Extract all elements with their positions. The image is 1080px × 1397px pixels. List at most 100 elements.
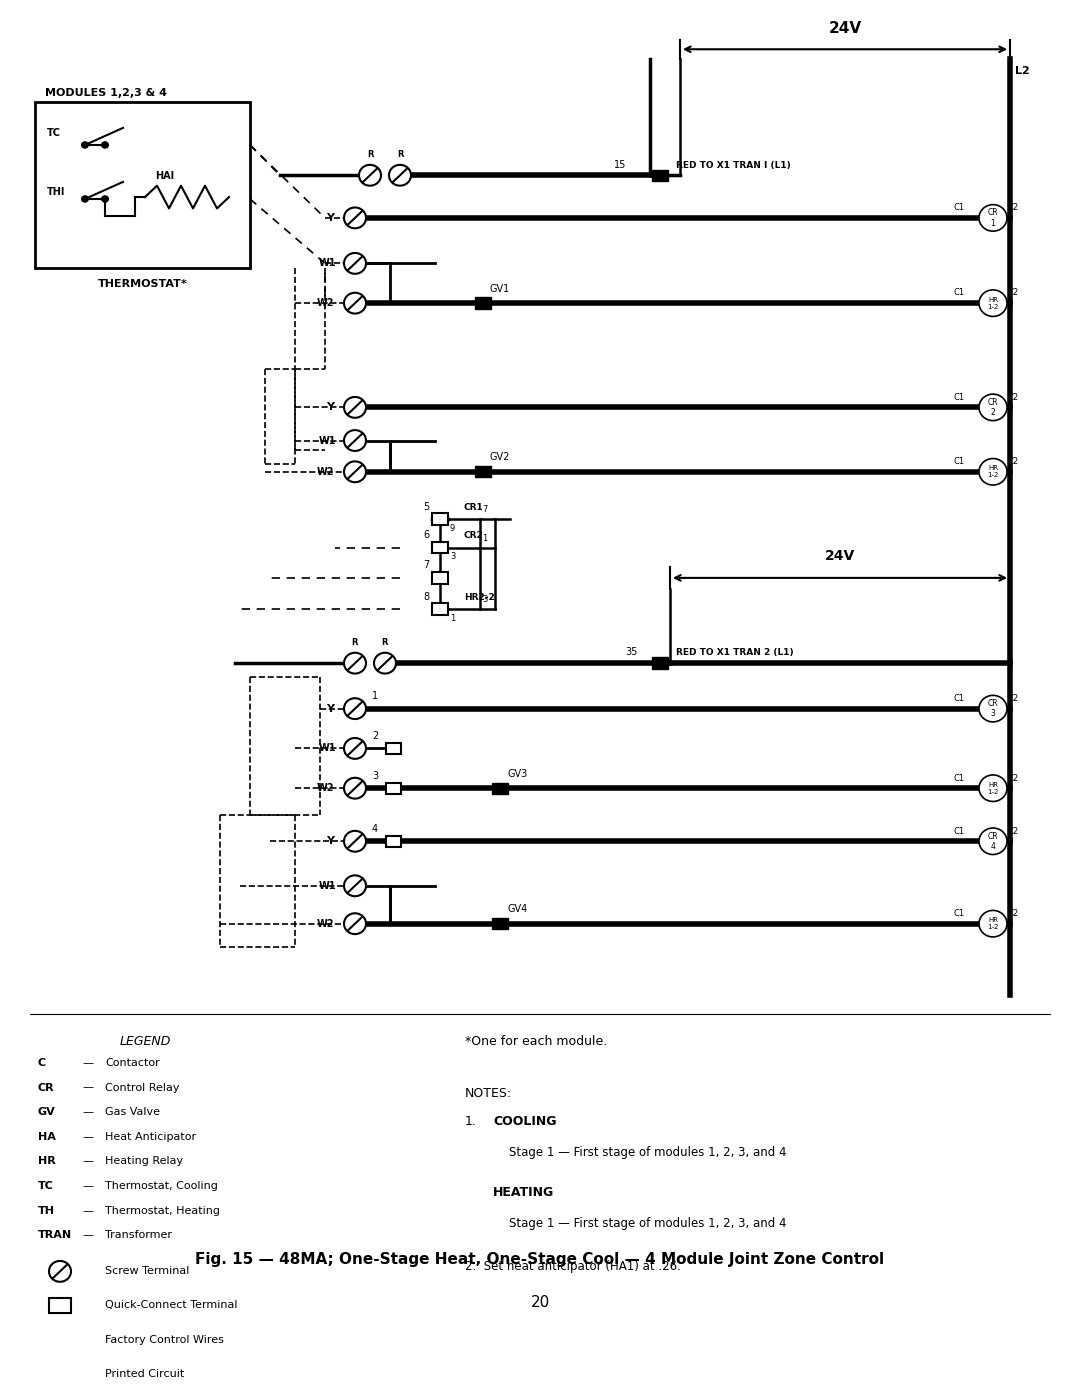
Text: —: — [82, 1132, 94, 1141]
Bar [475, 298, 491, 309]
Text: TH: TH [38, 1206, 55, 1215]
Text: W1: W1 [319, 880, 336, 891]
Text: Thermostat, Cooling: Thermostat, Cooling [105, 1180, 218, 1192]
Text: GV1: GV1 [490, 284, 510, 293]
Text: C1: C1 [954, 694, 966, 703]
Text: GV2: GV2 [490, 453, 511, 462]
Text: CR
4: CR 4 [988, 831, 998, 851]
Text: —: — [82, 1058, 94, 1067]
Circle shape [978, 775, 1007, 802]
Text: LEGEND: LEGEND [119, 1035, 171, 1048]
Text: 35: 35 [625, 647, 638, 658]
Text: THI: THI [48, 187, 66, 197]
Text: 9: 9 [450, 524, 456, 532]
Text: HR
1-2: HR 1-2 [987, 782, 999, 795]
Circle shape [978, 204, 1007, 231]
Text: Stage 1 — First stage of modules 1, 2, 3, and 4: Stage 1 — First stage of modules 1, 2, 3… [509, 1217, 786, 1231]
Text: Quick-Connect Terminal: Quick-Connect Terminal [105, 1301, 238, 1310]
Text: NOTES:: NOTES: [465, 1087, 512, 1099]
Text: 7: 7 [423, 560, 429, 570]
Text: W1: W1 [319, 436, 336, 446]
Text: C1: C1 [954, 203, 966, 212]
Bar [386, 835, 401, 847]
Circle shape [102, 141, 109, 148]
Circle shape [345, 738, 366, 759]
Bar [652, 658, 669, 669]
Circle shape [978, 828, 1007, 855]
Text: HR
1-2: HR 1-2 [987, 465, 999, 478]
Text: 15: 15 [613, 159, 626, 169]
Text: C1: C1 [954, 774, 966, 782]
Text: COOLING: COOLING [492, 1115, 556, 1127]
Text: R: R [396, 149, 403, 159]
Circle shape [345, 831, 366, 852]
Text: 8: 8 [423, 591, 429, 602]
Bar [432, 542, 448, 553]
Text: CR
1: CR 1 [988, 208, 998, 228]
Text: CR
3: CR 3 [988, 698, 998, 718]
Text: 24V: 24V [825, 549, 855, 563]
Text: C2: C2 [1008, 694, 1020, 703]
Text: 24V: 24V [828, 21, 862, 36]
Bar [475, 467, 491, 478]
Circle shape [978, 291, 1007, 316]
Text: W2: W2 [316, 467, 334, 476]
Circle shape [978, 911, 1007, 937]
Text: W1: W1 [319, 743, 336, 753]
Text: 7: 7 [482, 506, 487, 514]
Text: W2: W2 [316, 919, 334, 929]
Circle shape [345, 778, 366, 799]
Text: Screw Terminal: Screw Terminal [105, 1266, 189, 1277]
Circle shape [345, 397, 366, 418]
Bar [492, 782, 508, 793]
Circle shape [389, 165, 411, 186]
Text: —: — [82, 1108, 94, 1118]
Text: —: — [82, 1231, 94, 1241]
Text: CR1: CR1 [464, 503, 484, 511]
Circle shape [978, 696, 1007, 722]
Text: 20: 20 [530, 1295, 550, 1310]
Text: GV3: GV3 [508, 768, 528, 778]
Text: 1: 1 [372, 692, 378, 701]
Text: *One for each module.: *One for each module. [465, 1035, 607, 1048]
Text: HR: HR [38, 1157, 56, 1166]
Text: HR
1-2: HR 1-2 [987, 296, 999, 310]
Text: C2: C2 [1008, 288, 1020, 298]
Text: Y: Y [326, 837, 334, 847]
Text: Thermostat, Heating: Thermostat, Heating [105, 1206, 220, 1215]
Bar [432, 514, 448, 525]
Circle shape [978, 394, 1007, 420]
Text: 1: 1 [450, 613, 456, 623]
Text: Stage 1 — First stage of modules 1, 2, 3, and 4: Stage 1 — First stage of modules 1, 2, 3… [509, 1147, 786, 1160]
Text: W1: W1 [319, 258, 336, 268]
Text: C: C [38, 1058, 46, 1067]
Text: GV4: GV4 [508, 904, 528, 914]
Text: Heat Anticipator: Heat Anticipator [105, 1132, 197, 1141]
Text: HR2-2: HR2-2 [464, 592, 495, 602]
Circle shape [81, 196, 89, 203]
Text: CR
2: CR 2 [988, 398, 998, 418]
Circle shape [374, 652, 396, 673]
Text: 5: 5 [423, 502, 429, 511]
Text: Fig. 15 — 48MA; One-Stage Heat, One-Stage Cool — 4 Module Joint Zone Control: Fig. 15 — 48MA; One-Stage Heat, One-Stag… [195, 1253, 885, 1267]
Text: HA: HA [38, 1132, 56, 1141]
Text: RED TO X1 TRAN I (L1): RED TO X1 TRAN I (L1) [676, 161, 791, 169]
Circle shape [345, 430, 366, 451]
Text: C2: C2 [1008, 457, 1020, 467]
Text: C2: C2 [1008, 827, 1020, 835]
Text: C1: C1 [954, 827, 966, 835]
Text: Heating Relay: Heating Relay [105, 1157, 184, 1166]
Text: HAI: HAI [156, 172, 174, 182]
Text: —: — [82, 1180, 94, 1192]
Bar [432, 604, 448, 615]
Text: C2: C2 [1008, 393, 1020, 402]
Text: 4: 4 [372, 824, 378, 834]
Circle shape [345, 461, 366, 482]
Text: R: R [381, 638, 388, 647]
Text: 2: 2 [372, 731, 378, 740]
Text: —: — [82, 1157, 94, 1166]
Text: TRAN: TRAN [38, 1231, 72, 1241]
Text: C2: C2 [1008, 774, 1020, 782]
Text: HR
1-2: HR 1-2 [987, 918, 999, 930]
Circle shape [978, 458, 1007, 485]
